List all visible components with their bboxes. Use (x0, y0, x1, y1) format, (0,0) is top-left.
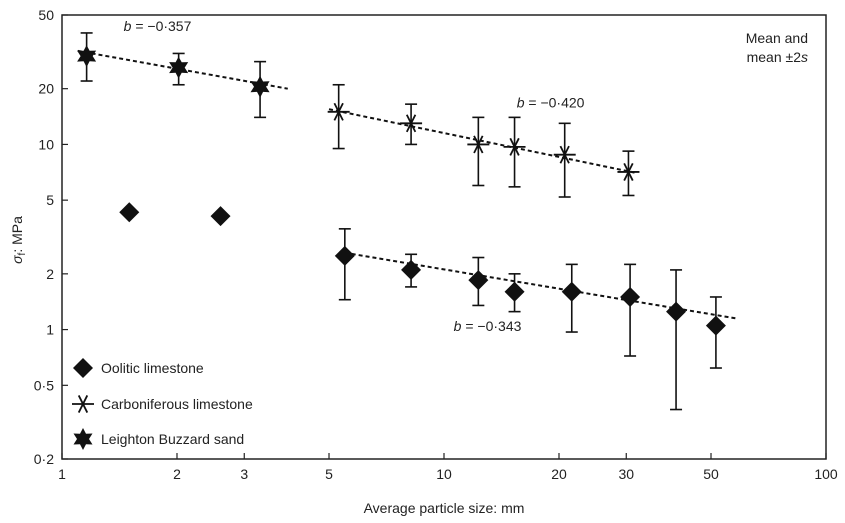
point-oolitic-limestone-1 (210, 206, 231, 227)
slope-label-oolitic-limestone: b = −0·343 (454, 318, 522, 334)
point-oolitic-limestone-4 (468, 270, 489, 291)
x-tick-label-3: 3 (240, 466, 248, 482)
x-axis-title: Average particle size: mm (364, 500, 525, 516)
legend-label-leighton-buzzard-sand: Leighton Buzzard sand (101, 431, 244, 447)
note-line-1: Mean and (746, 30, 808, 46)
fit-lines (77, 49, 736, 320)
y-tick-label-0·2: 0·2 (34, 451, 54, 467)
y-axis-title-symbol: σ (9, 255, 25, 264)
point-oolitic-limestone-9 (705, 315, 726, 336)
error-bar-carboniferous-limestone-3 (508, 116, 521, 188)
point-carboniferous-limestone-1 (400, 114, 423, 133)
x-tick-label-5: 5 (325, 466, 333, 482)
point-carboniferous-limestone-3 (503, 137, 526, 156)
legend-marker-carboniferous-limestone (72, 395, 94, 413)
y-tick-label-2: 2 (46, 266, 54, 282)
y-tick-label-50: 50 (38, 7, 54, 23)
point-carboniferous-limestone-4 (553, 145, 576, 164)
plot-frame (61, 14, 827, 460)
y-tick-label-0·5: 0·5 (34, 377, 54, 393)
point-carboniferous-limestone-0-stroke-b (333, 102, 344, 121)
note-line-2-prefix: mean ±2 (747, 49, 802, 65)
point-carboniferous-limestone-2-stroke-b (473, 135, 484, 154)
error-bar-carboniferous-limestone-0 (332, 83, 345, 150)
data-markers (77, 45, 726, 336)
x-tick-label-30: 30 (618, 466, 634, 482)
x-tick-label-20: 20 (551, 466, 567, 482)
legend-marker-oolitic-limestone (73, 358, 93, 378)
error-bars (80, 32, 722, 411)
slope-label-leighton-buzzard-sand: b = −0·357 (124, 18, 192, 34)
point-oolitic-limestone-2 (334, 245, 355, 266)
x-tick-label-100: 100 (814, 466, 838, 482)
slope-label-b-leighton-buzzard-sand: b (124, 18, 132, 34)
y-tick-label-20: 20 (38, 81, 54, 97)
slope-label-b-oolitic-limestone: b (454, 318, 462, 334)
note-line-2-s: s (801, 49, 808, 65)
x-tick-label-10: 10 (436, 466, 452, 482)
y-tick-label-5: 5 (46, 192, 54, 208)
y-axis-title-unit: : MPa (9, 216, 25, 253)
point-carboniferous-limestone-5 (617, 162, 640, 181)
error-bar-carboniferous-limestone-2 (472, 116, 485, 187)
error-bar-oolitic-limestone-8 (670, 269, 683, 411)
slope-label-b-carboniferous-limestone: b (517, 95, 525, 111)
point-oolitic-limestone-3 (401, 259, 422, 280)
error-bar-carboniferous-limestone-4 (558, 122, 571, 198)
slope-label-carboniferous-limestone: b = −0·420 (517, 95, 585, 111)
point-carboniferous-limestone-1-stroke-b (405, 114, 417, 133)
legend-marker-leighton-buzzard-sand (73, 428, 93, 450)
x-tick-label-1: 1 (58, 466, 66, 482)
point-oolitic-limestone-8 (666, 301, 687, 322)
slope-label-value-oolitic-limestone: = −0·343 (461, 318, 521, 334)
point-carboniferous-limestone-5-stroke-b (623, 162, 634, 181)
y-axis-title-subscript: f (17, 252, 28, 255)
y-tick-label-10: 10 (38, 136, 54, 152)
point-oolitic-limestone-5 (504, 281, 525, 302)
point-leighton-buzzard-sand-2 (250, 75, 270, 98)
point-carboniferous-limestone-2 (467, 135, 490, 154)
y-tick-label-1: 1 (46, 322, 54, 338)
point-leighton-buzzard-sand-1 (169, 56, 189, 79)
fit-line-carboniferous-limestone (328, 108, 638, 175)
legend-label-carboniferous-limestone: Carboniferous limestone (101, 396, 253, 412)
x-tick-label-2: 2 (173, 466, 181, 482)
point-carboniferous-limestone-0 (327, 102, 350, 121)
point-carboniferous-limestone-4-stroke-b (559, 145, 570, 164)
point-carboniferous-limestone-3-stroke-b (509, 137, 520, 156)
error-bar-oolitic-limestone-7 (624, 263, 637, 357)
legend-label-oolitic-limestone: Oolitic limestone (101, 360, 204, 376)
legend: Oolitic limestone Carboniferous limestone… (72, 358, 253, 450)
point-leighton-buzzard-sand-0 (77, 45, 97, 68)
legend-marker-carboniferous-limestone-stroke-b (77, 395, 89, 413)
slope-label-value-carboniferous-limestone: = −0·420 (525, 95, 585, 111)
point-oolitic-limestone-7 (620, 286, 641, 307)
x-tick-label-50: 50 (703, 466, 719, 482)
note-line-2: mean ±2s (747, 49, 808, 65)
y-axis-title: σf: MPa (9, 216, 28, 264)
point-oolitic-limestone-6 (561, 281, 582, 302)
point-oolitic-limestone-0 (119, 202, 140, 223)
axis-ticks: 1 2 3 5 10 20 30 50 100 0·2 0·5 1 2 5 10 20 50 (34, 7, 838, 482)
slope-label-value-leighton-buzzard-sand: = −0·357 (131, 18, 191, 34)
